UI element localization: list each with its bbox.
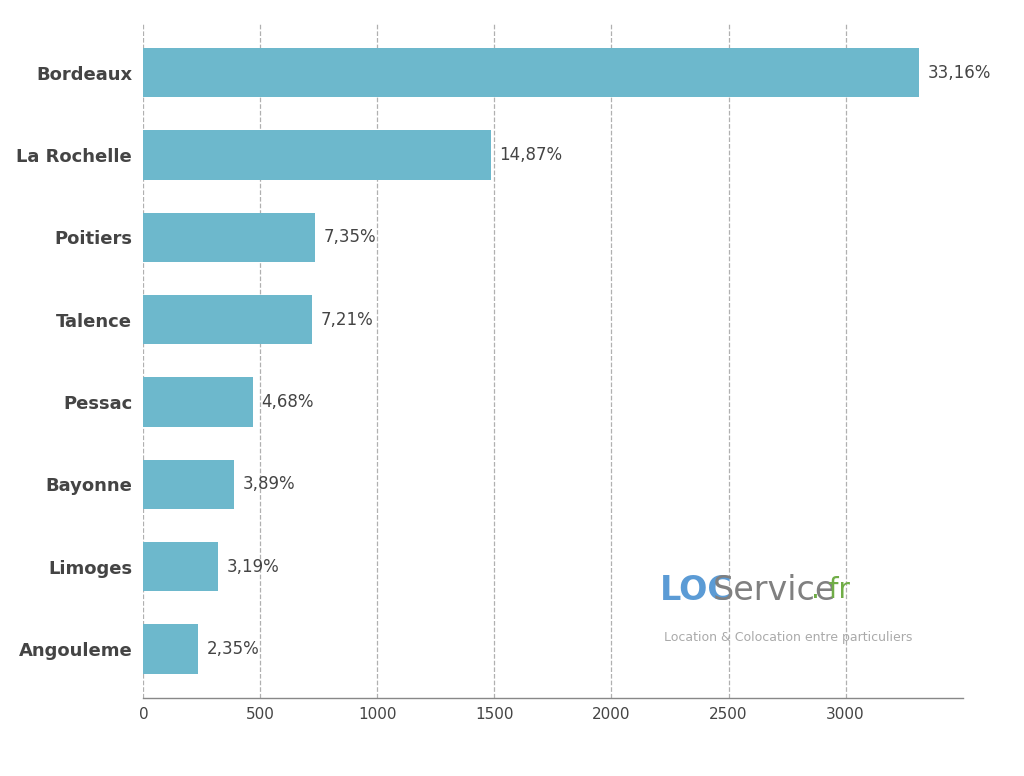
Text: 3,89%: 3,89% bbox=[243, 476, 295, 494]
Text: 7,21%: 7,21% bbox=[321, 310, 373, 329]
Bar bbox=[143, 459, 234, 509]
Bar bbox=[143, 213, 315, 262]
Text: Service: Service bbox=[713, 574, 836, 607]
Bar bbox=[143, 377, 253, 427]
Text: . fr: . fr bbox=[811, 577, 850, 605]
Bar bbox=[143, 130, 492, 180]
Text: 2,35%: 2,35% bbox=[207, 640, 259, 658]
Bar bbox=[143, 542, 218, 591]
Text: 3,19%: 3,19% bbox=[226, 558, 279, 576]
Bar bbox=[143, 625, 199, 674]
Text: 14,87%: 14,87% bbox=[500, 146, 563, 164]
Text: Location & Colocation entre particuliers: Location & Colocation entre particuliers bbox=[664, 631, 912, 644]
Text: LOC: LOC bbox=[659, 574, 732, 607]
Bar bbox=[143, 295, 312, 345]
Bar bbox=[143, 48, 920, 97]
Text: 33,16%: 33,16% bbox=[928, 64, 991, 81]
Text: 7,35%: 7,35% bbox=[324, 228, 376, 246]
Text: 4,68%: 4,68% bbox=[261, 393, 313, 411]
